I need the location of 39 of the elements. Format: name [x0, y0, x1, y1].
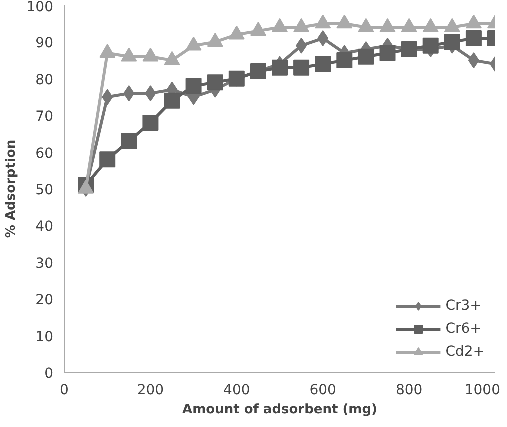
point — [250, 64, 266, 80]
point — [336, 52, 353, 69]
x-axis-title: Amount of adsorbent (mg) — [182, 402, 378, 418]
y-tick-label: 80 — [36, 72, 54, 88]
x-tick-label: 0 — [60, 382, 69, 398]
point — [272, 60, 288, 76]
y-tick-label: 20 — [36, 292, 54, 309]
x-tick-label: 400 — [224, 382, 250, 398]
x-tick-label: 800 — [396, 382, 423, 398]
legend-label: Cr6+ — [446, 321, 482, 337]
y-tick-label: 0 — [44, 366, 54, 382]
y-tick-label: 50 — [36, 182, 54, 198]
legend-label: Cr3+ — [446, 298, 482, 314]
point — [315, 56, 332, 72]
y-tick-label: 30 — [36, 256, 54, 272]
point — [121, 133, 138, 150]
x-tick-label: 200 — [137, 382, 164, 398]
y-axis-title: % Adsorption — [4, 140, 19, 238]
y-tick-label: 90 — [36, 36, 54, 52]
y-tick-label: 60 — [36, 146, 54, 162]
point — [142, 114, 159, 131]
point — [207, 74, 224, 91]
point — [401, 42, 418, 58]
point — [100, 152, 116, 168]
point — [294, 60, 310, 76]
y-tick-label: 100 — [26, 0, 54, 16]
point — [358, 48, 374, 65]
y-tick-label: 10 — [36, 329, 54, 346]
x-tick-label: 600 — [310, 382, 336, 398]
y-tick-label: 70 — [36, 109, 54, 126]
point — [186, 78, 202, 94]
point — [466, 30, 482, 47]
point — [228, 70, 245, 87]
legend-label: Cd2+ — [446, 344, 485, 360]
x-tick-label: 1000 — [464, 382, 501, 398]
point — [422, 38, 439, 54]
point — [380, 45, 396, 62]
y-tick-label: 40 — [36, 219, 54, 236]
point — [164, 92, 180, 109]
